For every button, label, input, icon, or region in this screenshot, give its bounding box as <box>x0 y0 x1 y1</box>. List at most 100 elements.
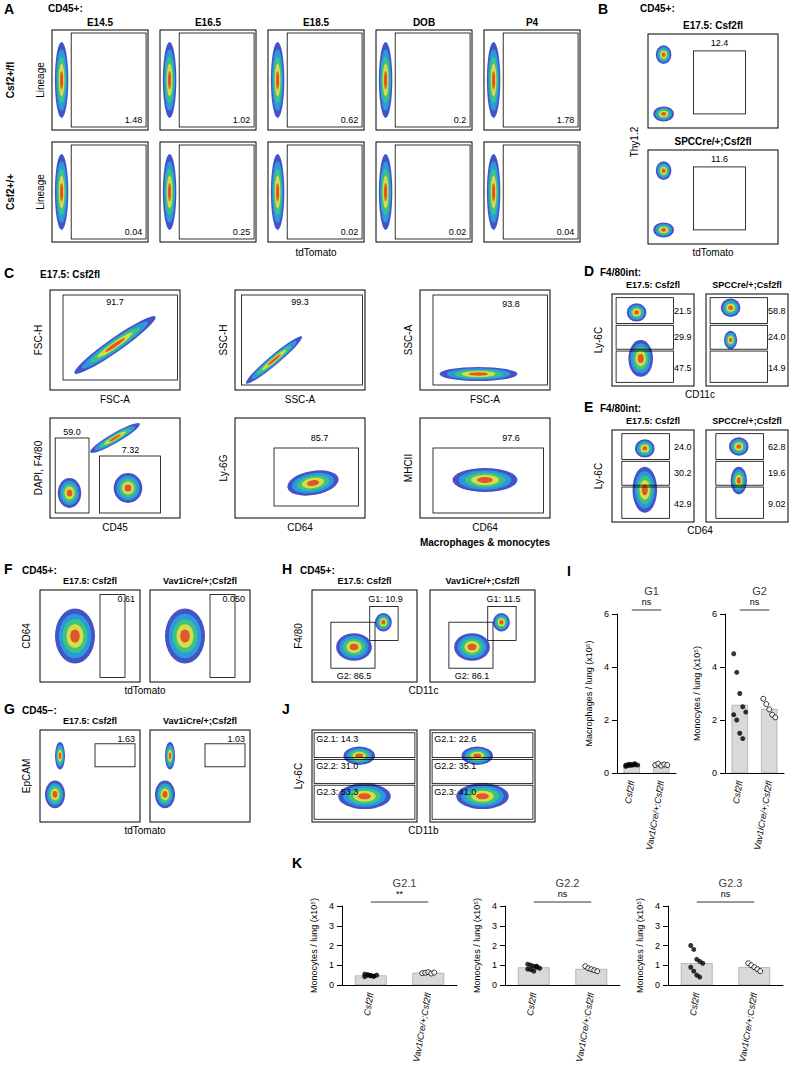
svg-text:7.32: 7.32 <box>122 445 140 455</box>
svg-text:24.0: 24.0 <box>768 332 786 342</box>
svg-text:Monocytes / lung (x10⁵): Monocytes / lung (x10⁵) <box>472 898 482 993</box>
svg-text:1.48: 1.48 <box>125 115 143 125</box>
svg-text:ns: ns <box>558 889 568 899</box>
svg-text:CD45+:: CD45+: <box>48 3 83 14</box>
svg-text:I: I <box>567 563 571 579</box>
svg-text:Csf2fl: Csf2fl <box>688 991 702 1016</box>
svg-text:P4: P4 <box>526 17 539 28</box>
svg-text:0.04: 0.04 <box>557 227 575 237</box>
svg-text:2: 2 <box>712 715 717 725</box>
svg-text:EpCAM: EpCAM <box>21 759 32 793</box>
svg-text:F4/80int:: F4/80int: <box>600 267 641 278</box>
svg-text:6: 6 <box>712 609 717 619</box>
svg-text:59.0: 59.0 <box>63 427 81 437</box>
svg-text:G2: 86.5: G2: 86.5 <box>337 671 372 681</box>
svg-text:Thy1.2: Thy1.2 <box>629 126 640 157</box>
svg-text:CD45+:: CD45+: <box>300 565 335 576</box>
svg-text:E17.5: Csf2fl: E17.5: Csf2fl <box>337 576 391 586</box>
svg-text:91.7: 91.7 <box>106 297 124 307</box>
svg-text:9.02: 9.02 <box>768 499 786 509</box>
svg-text:G2: G2 <box>752 585 767 597</box>
svg-text:H: H <box>282 561 292 577</box>
svg-text:11.6: 11.6 <box>711 154 728 164</box>
svg-text:6: 6 <box>604 609 609 619</box>
svg-text:SPCCre/+;Csf2fl: SPCCre/+;Csf2fl <box>712 280 781 290</box>
svg-text:0.25: 0.25 <box>233 227 251 237</box>
svg-text:0.050: 0.050 <box>222 594 245 604</box>
svg-text:0.2: 0.2 <box>454 115 467 125</box>
svg-text:30.2: 30.2 <box>674 468 692 478</box>
svg-text:G: G <box>4 701 15 717</box>
svg-text:SPCCre/+;Csf2fl: SPCCre/+;Csf2fl <box>712 416 781 426</box>
svg-text:E17.5: Csf2fl: E17.5: Csf2fl <box>626 280 680 290</box>
svg-text:SPCCre/+;Csf2fl: SPCCre/+;Csf2fl <box>675 136 752 147</box>
svg-text:E14.5: E14.5 <box>87 17 114 28</box>
svg-text:CD64: CD64 <box>21 623 32 649</box>
svg-text:E17.5: Csf2fl: E17.5: Csf2fl <box>626 416 680 426</box>
svg-text:MHCII: MHCII <box>403 454 414 482</box>
svg-text:4: 4 <box>604 662 609 672</box>
svg-text:CD11b: CD11b <box>408 825 439 836</box>
svg-text:4: 4 <box>655 901 660 911</box>
svg-text:CD45+:: CD45+: <box>640 3 675 14</box>
svg-text:tdTomato: tdTomato <box>295 247 337 258</box>
svg-text:tdTomato: tdTomato <box>692 247 734 258</box>
svg-text:CD11c: CD11c <box>685 389 715 400</box>
svg-text:0.61: 0.61 <box>117 594 135 604</box>
svg-text:Vav1iCre/+;Csf2fl: Vav1iCre/+;Csf2fl <box>574 991 596 1063</box>
svg-text:1: 1 <box>329 960 334 970</box>
svg-text:Ly-6C: Ly-6C <box>293 763 304 789</box>
svg-text:19.6: 19.6 <box>768 468 786 478</box>
svg-text:G2.3: G2.3 <box>719 877 743 889</box>
svg-text:0.02: 0.02 <box>341 227 359 237</box>
svg-text:47.5: 47.5 <box>674 363 692 373</box>
svg-text:24.0: 24.0 <box>674 442 692 452</box>
svg-text:CD64: CD64 <box>472 522 498 533</box>
svg-text:Macrophages / lung (x10⁵): Macrophages / lung (x10⁵) <box>584 641 594 747</box>
svg-text:3: 3 <box>655 921 660 931</box>
svg-text:0.04: 0.04 <box>125 227 143 237</box>
svg-text:1.78: 1.78 <box>557 115 575 125</box>
svg-text:0: 0 <box>655 980 660 990</box>
svg-text:4: 4 <box>329 901 334 911</box>
svg-text:E18.5: E18.5 <box>303 17 330 28</box>
svg-text:J: J <box>282 701 290 717</box>
svg-text:Ly-6G: Ly-6G <box>218 454 229 481</box>
svg-text:tdTomato: tdTomato <box>124 825 166 836</box>
svg-text:G2.2: 35.1: G2.2: 35.1 <box>434 761 476 771</box>
svg-text:G2: 86.1: G2: 86.1 <box>455 671 490 681</box>
svg-text:CD64: CD64 <box>687 525 713 536</box>
svg-text:0: 0 <box>329 980 334 990</box>
svg-text:93.8: 93.8 <box>502 299 520 309</box>
svg-text:F4/80int:: F4/80int: <box>600 403 641 414</box>
svg-text:B: B <box>598 1 608 17</box>
svg-text:G1: 11.5: G1: 11.5 <box>487 594 521 604</box>
svg-text:3: 3 <box>329 921 334 931</box>
svg-text:SSC-H: SSC-H <box>218 324 229 355</box>
svg-text:4: 4 <box>712 662 717 672</box>
svg-text:G2.3: 53.3: G2.3: 53.3 <box>316 787 358 797</box>
svg-text:G2.2: 31.0: G2.2: 31.0 <box>316 761 358 771</box>
svg-text:1.02: 1.02 <box>233 115 251 125</box>
svg-text:1: 1 <box>492 960 497 970</box>
svg-text:Macrophages & monocytes: Macrophages & monocytes <box>420 537 550 548</box>
svg-text:G1: G1 <box>644 585 659 597</box>
svg-text:CD64: CD64 <box>287 522 313 533</box>
svg-text:Csf2fl: Csf2fl <box>731 779 745 804</box>
svg-text:E17.5: Csf2fl: E17.5: Csf2fl <box>683 20 743 31</box>
svg-text:Ly-6C: Ly-6C <box>593 463 604 489</box>
svg-text:CD11c: CD11c <box>409 685 439 696</box>
svg-text:E16.5: E16.5 <box>195 17 222 28</box>
svg-text:Csf2fl: Csf2fl <box>362 991 376 1016</box>
svg-text:4: 4 <box>492 901 497 911</box>
svg-text:CD45+:: CD45+: <box>22 565 57 576</box>
svg-text:3: 3 <box>492 921 497 931</box>
svg-text:0: 0 <box>492 980 497 990</box>
svg-text:97.6: 97.6 <box>502 433 520 443</box>
svg-text:85.7: 85.7 <box>311 433 329 443</box>
svg-text:Vav1iCre/+;Csf2fl: Vav1iCre/+;Csf2fl <box>163 716 237 726</box>
svg-text:Vav1iCre/+;Csf2fl: Vav1iCre/+;Csf2fl <box>163 576 237 586</box>
svg-text:2: 2 <box>329 941 334 951</box>
svg-text:E17.5: Csf2fl: E17.5: Csf2fl <box>40 269 100 280</box>
svg-text:FSC-A: FSC-A <box>100 394 130 405</box>
